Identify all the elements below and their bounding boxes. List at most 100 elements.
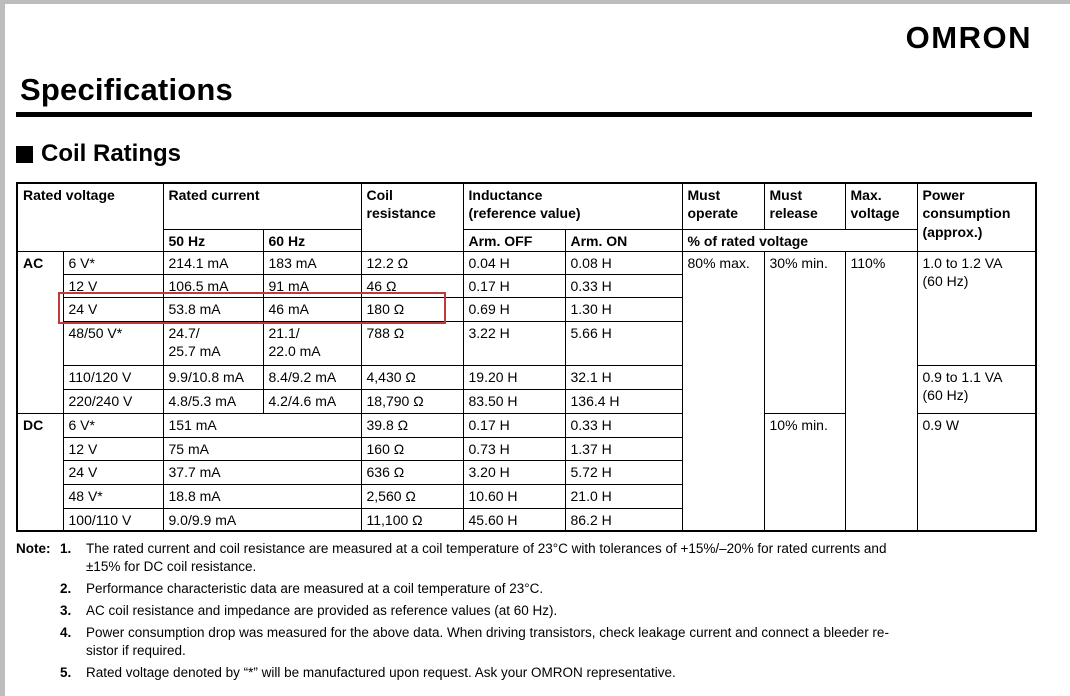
table-cell: 151 mA: [162, 412, 362, 438]
table-cell: 0.69 H: [462, 296, 566, 322]
note-item: Note: 1. The rated current and coil resist…: [16, 540, 1056, 576]
table-cell: 10% min.: [763, 412, 846, 532]
table-cell: 83.50 H: [462, 388, 566, 414]
table-cell: 100/110 V: [62, 507, 164, 532]
table-cell: 636 Ω: [360, 459, 464, 485]
table-row: 12 V 106.5 mA 91 mA 46 Ω 0.17 H 0.33 H: [17, 273, 1036, 298]
table-cell: 86.2 H: [564, 507, 683, 532]
coil-ratings-table: Rated voltage Rated current Coil resistanc…: [16, 182, 1037, 533]
table-cell: 8.4/9.2 mA: [262, 364, 362, 390]
note-number: 1.: [60, 541, 72, 556]
table-cell: 0.17 H: [462, 412, 566, 438]
note-label: [16, 664, 60, 682]
table-cell: 24 V: [62, 459, 164, 485]
table-cell: 3.20 H: [462, 459, 566, 485]
table-cell: 4,430 Ω: [360, 364, 464, 390]
header-cell: 60 Hz: [262, 228, 362, 252]
table-cell: 4.2/4.6 mA: [262, 388, 362, 414]
table-cell: 6 V*: [62, 412, 164, 438]
table-cell: 214.1 mA: [162, 250, 264, 275]
header-cell: Must operate: [681, 182, 765, 230]
table-cell: 18,790 Ω: [360, 388, 464, 414]
table-cell: 2,560 Ω: [360, 483, 464, 509]
table-cell: 220/240 V: [62, 388, 164, 414]
note-number: 4.: [60, 625, 72, 640]
table-cell: 183 mA: [262, 250, 362, 275]
header-cell: % of rated voltage: [681, 228, 918, 252]
table-row: Rated voltage Rated current Coil resistanc…: [16, 182, 1037, 252]
table-cell: 136.4 H: [564, 388, 683, 414]
table-row: 100/110 V 9.0/9.9 mA 11,100 Ω 45.60 H 86.2 H: [17, 507, 1036, 532]
table-cell: 39.8 Ω: [360, 412, 464, 438]
table-cell: DC: [16, 412, 64, 532]
table-cell: 106.5 mA: [162, 273, 264, 298]
table-cell: 10.60 H: [462, 483, 566, 509]
table-cell: 0.33 H: [564, 273, 683, 298]
header-cell: Arm. OFF: [462, 228, 566, 252]
note-label: [16, 624, 60, 660]
table-row: 50 Hz 60 Hz Arm. OFF Arm. ON% of rated volt…: [17, 228, 1036, 252]
table-cell: 788 Ω: [360, 320, 464, 366]
table-cell: 9.9/10.8 mA: [162, 364, 264, 390]
note-item: 4. Power consumption drop was measured fo…: [16, 624, 1056, 660]
table-row: 110/120 V 9.9/10.8 mA 8.4/9.2 mA 4,430 Ω 19.…: [17, 364, 1037, 414]
table-cell: 24.7/ 25.7 mA: [162, 320, 264, 366]
table-cell: 9.0/9.9 mA: [162, 507, 362, 532]
notes: Note: 1. The rated current and coil resist…: [16, 540, 1056, 686]
note-text: Power consumption drop was measured for …: [86, 625, 889, 658]
table-cell: 0.04 H: [462, 250, 566, 275]
page-title: Specifications: [20, 72, 233, 107]
table-cell: 12 V: [62, 436, 164, 461]
note-text: Rated voltage denoted by “*” will be man…: [86, 665, 676, 680]
table-cell: 91 mA: [262, 273, 362, 298]
table-cell: 24 V: [62, 296, 164, 322]
note-label: Note:: [16, 541, 51, 556]
table-cell: AC: [16, 250, 64, 414]
header-cell: Coil resistance: [360, 182, 464, 252]
table-cell: 46 Ω: [360, 273, 464, 298]
header-cell: Arm. ON: [564, 228, 683, 252]
note-text: AC coil resistance and impedance are pro…: [86, 603, 558, 618]
note-text: Performance characteristic data are meas…: [86, 581, 544, 596]
note-text: The rated current and coil resistance ar…: [86, 541, 887, 574]
table-cell: 5.66 H: [564, 320, 683, 366]
note-label: [16, 602, 60, 620]
table-cell: 0.9 W: [916, 412, 1037, 532]
table-cell: 11,100 Ω: [360, 507, 464, 532]
header-cell: Rated current: [162, 182, 362, 230]
note-number: 5.: [60, 665, 72, 680]
table-cell: 1.37 H: [564, 436, 683, 461]
section-square-icon: [16, 145, 33, 163]
table-cell: 80% max.: [681, 250, 765, 532]
header-cell: 50 Hz: [162, 228, 264, 252]
table-cell: 160 Ω: [360, 436, 464, 461]
table-row: 220/240 V 4.8/5.3 mA 4.2/4.6 mA 18,790 Ω 83.…: [17, 388, 1036, 414]
header-cell: Power consumption (approx.): [916, 182, 1037, 252]
table-cell: 75 mA: [162, 436, 362, 461]
table-cell: 110%: [844, 250, 918, 532]
note-label: [16, 580, 60, 598]
header-cell: Max. voltage: [844, 182, 918, 230]
note-item: 3. AC coil resistance and impedance are p…: [16, 602, 1056, 620]
table-cell: 110/120 V: [62, 364, 164, 390]
table-cell: 180 Ω: [360, 296, 464, 322]
table-cell: 1.30 H: [564, 296, 683, 322]
table-cell: 0.08 H: [564, 250, 683, 275]
table-cell: 5.72 H: [564, 459, 683, 485]
table-cell: 45.60 H: [462, 507, 566, 532]
table-cell: 48/50 V*: [62, 320, 164, 366]
page-edge-left: [0, 0, 5, 696]
table-cell: 1.0 to 1.2 VA (60 Hz): [916, 250, 1037, 366]
table-cell: 12.2 Ω: [360, 250, 464, 275]
section-heading: Coil Ratings: [16, 140, 181, 168]
table-cell: 30% min.: [763, 250, 846, 414]
table-cell: 0.73 H: [462, 436, 566, 461]
section-title: Coil Ratings: [41, 140, 182, 167]
table-cell: 32.1 H: [564, 364, 683, 390]
note-number: 3.: [60, 603, 72, 618]
table-cell: 0.9 to 1.1 VA (60 Hz): [916, 364, 1037, 414]
note-item: 5. Rated voltage denoted by “*” will be m…: [16, 664, 1056, 682]
header-cell: Rated voltage: [16, 182, 164, 252]
table-cell: 6 V*: [62, 250, 164, 275]
